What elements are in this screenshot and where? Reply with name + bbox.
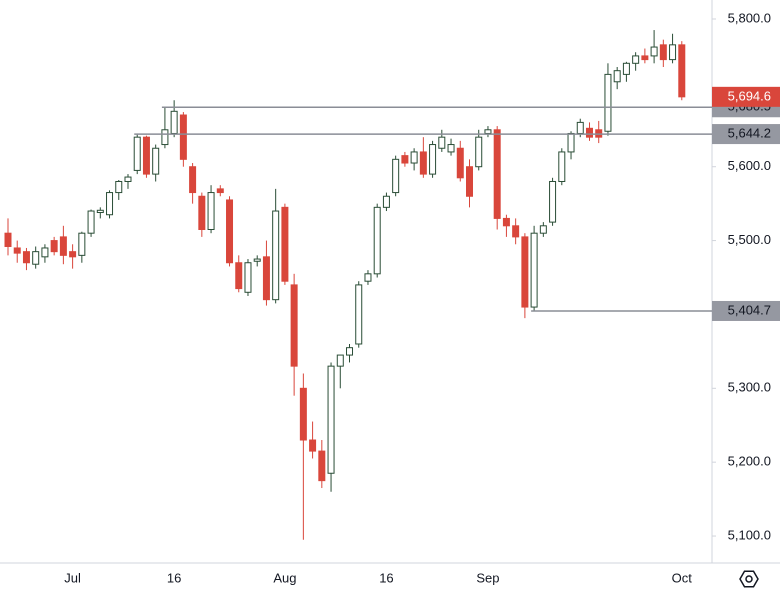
- candle-body: [106, 192, 114, 216]
- candle-body: [641, 55, 649, 61]
- candle-body: [179, 114, 187, 160]
- candle-body: [290, 284, 298, 367]
- last-price-label-box: [712, 86, 780, 107]
- candle-body: [216, 188, 224, 194]
- candle-body: [447, 144, 455, 153]
- candle-body: [115, 180, 123, 194]
- candle-body: [161, 129, 169, 146]
- candle-body: [207, 192, 215, 230]
- candle-body: [410, 151, 418, 164]
- candle-body: [613, 70, 621, 83]
- candle-body: [622, 62, 630, 75]
- candle-body: [152, 147, 160, 175]
- candle-body: [493, 129, 501, 219]
- candle-body: [373, 206, 381, 275]
- candle-body: [272, 210, 280, 301]
- x-tick-label: Sep: [476, 570, 499, 585]
- candle-body: [336, 354, 344, 367]
- candle-body: [484, 129, 492, 134]
- candle-body: [521, 236, 529, 308]
- x-tick-label: Jul: [64, 570, 81, 585]
- candle-body: [262, 256, 270, 301]
- candle-body: [650, 46, 658, 57]
- candle-body: [87, 210, 95, 234]
- x-tick-label: 16: [379, 570, 393, 585]
- candle-body: [198, 195, 206, 230]
- candle-body: [133, 136, 141, 171]
- candle-body: [189, 166, 197, 194]
- candle-body: [299, 387, 307, 441]
- candle-body: [604, 73, 612, 132]
- settings-icon[interactable]: [739, 570, 759, 588]
- candle-body: [512, 225, 520, 238]
- candle-body: [392, 158, 400, 194]
- candle-body: [364, 273, 372, 282]
- price-level-label-box: [712, 300, 780, 321]
- candle-body: [253, 258, 261, 262]
- y-tick-label: 5,200.0: [728, 454, 771, 469]
- candle-body: [22, 251, 30, 264]
- candle-body: [632, 55, 640, 64]
- y-tick-label: 5,300.0: [728, 380, 771, 395]
- candle-body: [502, 217, 510, 227]
- candle-body: [530, 232, 538, 308]
- x-tick-label: Oct: [672, 570, 693, 585]
- candle-body: [567, 132, 575, 153]
- x-tick-label: 16: [167, 570, 181, 585]
- candle-body: [576, 121, 584, 134]
- price-level-label: 5,404.7: [728, 302, 771, 317]
- y-tick-label: 5,500.0: [728, 232, 771, 247]
- candle-body: [549, 180, 557, 223]
- x-tick-label: Aug: [273, 570, 296, 585]
- candle-body: [226, 199, 234, 264]
- candle-body: [346, 347, 354, 356]
- y-tick-label: 5,100.0: [728, 527, 771, 542]
- candle-body: [355, 284, 363, 345]
- candle-body: [309, 439, 317, 452]
- candle-body: [4, 232, 12, 247]
- y-tick-label: 5,800.0: [728, 10, 771, 25]
- candle-body: [59, 236, 67, 256]
- candle-body: [456, 147, 464, 179]
- candle-body: [539, 225, 547, 234]
- candle-body: [13, 247, 21, 254]
- candle-body: [50, 240, 58, 253]
- candle-body: [466, 166, 473, 197]
- candle-body: [327, 365, 335, 474]
- candle-body: [170, 110, 178, 134]
- candle-body: [558, 151, 566, 182]
- candle-body: [382, 195, 390, 208]
- candle-body: [32, 251, 40, 265]
- price-level-label-box: [712, 124, 780, 145]
- price-level-label: 5,644.2: [728, 126, 771, 141]
- candle-body: [678, 44, 686, 98]
- settings-hexagon: [739, 570, 759, 588]
- candle-body: [96, 209, 104, 214]
- candle-body: [244, 262, 252, 293]
- candle-body: [41, 247, 49, 258]
- candle-body: [669, 44, 677, 61]
- candle-body: [659, 44, 667, 61]
- candle-body: [475, 136, 483, 168]
- candle-body: [281, 206, 289, 282]
- candle-body: [318, 450, 326, 482]
- y-tick-label: 5,600.0: [728, 158, 771, 173]
- candle-body: [235, 262, 243, 290]
- candle-body: [142, 136, 150, 175]
- candle-body: [401, 155, 409, 164]
- candle-body: [585, 127, 593, 138]
- candle-body: [438, 136, 446, 149]
- candle-body: [78, 232, 86, 256]
- candle-body: [69, 251, 77, 258]
- candle-body: [419, 151, 427, 175]
- settings-dot: [745, 575, 753, 583]
- last-price-label: 5,694.6: [728, 88, 771, 103]
- candle-body: [429, 144, 437, 175]
- candle-body: [124, 176, 132, 182]
